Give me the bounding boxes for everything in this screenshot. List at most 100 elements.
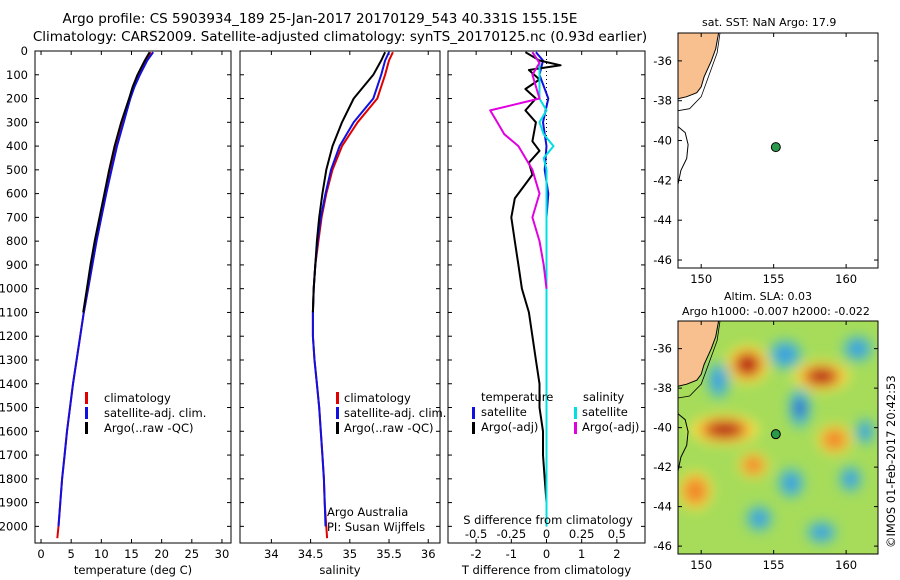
depth-tick-label: 800	[6, 234, 28, 248]
depth-tick-label: 1200	[0, 329, 28, 343]
s-tick-label: 0.25	[569, 527, 595, 541]
legend-s-argo: Argo(-adj)	[582, 420, 639, 434]
land-mainland	[677, 320, 720, 387]
legend-swatch-satellite	[85, 407, 88, 419]
isobath-line	[677, 32, 721, 112]
temperature-axes	[34, 50, 232, 544]
series-line-climatology	[56, 51, 152, 539]
s-tick-label: -0.5	[465, 527, 487, 541]
x-tick-label: 0	[543, 547, 550, 561]
map-y-tick-label: -38	[653, 381, 672, 395]
x-tick-label: 34.5	[298, 547, 324, 561]
x-tick-label: 25	[184, 547, 199, 561]
legend-temp-sat: satellite-adj. clim.	[104, 406, 206, 420]
salinity-legend: climatology satellite-adj. clim. Argo(..…	[336, 391, 446, 435]
legend-swatch-t-argo	[472, 422, 475, 434]
salinity-axes	[239, 50, 441, 544]
depth-tick-label: 1400	[0, 377, 28, 391]
coastline-tasmania	[677, 413, 689, 472]
depth-tick-label: 0	[21, 44, 28, 58]
sla-anomaly-negative	[711, 367, 726, 393]
series-line-s-argo-adj-	[489, 51, 548, 289]
map-x-tick-label: 155	[763, 272, 785, 286]
x-tick-label: 20	[154, 547, 169, 561]
x-axis-label: temperature (deg C)	[74, 563, 192, 577]
title-line-1: Argo profile: CS 5903934_189 25-Jan-2017…	[62, 11, 578, 27]
x-tick-label: -2	[470, 547, 481, 561]
sst-map-title: sat. SST: NaN Argo: 17.9	[702, 16, 837, 29]
depth-tick-label: 500	[6, 163, 28, 177]
map-y-tick-label: -36	[653, 54, 672, 68]
s-tick-label: -0.25	[496, 527, 526, 541]
legend-swatch-satellite	[336, 407, 339, 419]
depth-tick-label: 1600	[0, 424, 28, 438]
sla-anomaly-negative	[811, 524, 832, 540]
x-tick-label: 0	[37, 547, 44, 561]
x-tick-label: 36	[421, 547, 436, 561]
map-y-tick-label: -36	[653, 342, 672, 356]
x-tick-label: 2	[613, 547, 620, 561]
temperature-legend: climatology satellite-adj. clim. Argo(..…	[85, 391, 206, 435]
sla-anomaly-negative-core	[795, 399, 805, 416]
x-tick-label: 1	[578, 547, 585, 561]
depth-tick-label: 2000	[0, 519, 28, 533]
credit-pi: PI: Susan Wijffels	[327, 520, 425, 534]
map-frame	[677, 320, 879, 555]
depth-tick-label: 1100	[0, 305, 28, 319]
float-location-marker	[770, 429, 781, 440]
sla-anomaly-positive	[742, 455, 765, 475]
legend-temp-argo: Argo(..raw -QC)	[104, 421, 194, 435]
series-line-s-satellite	[531, 51, 555, 527]
map-x-tick-label: 160	[835, 558, 857, 572]
sla-anomaly-negative	[750, 509, 768, 528]
legend-swatch-t-satellite	[472, 407, 475, 419]
map-x-tick-label: 150	[690, 558, 712, 572]
sla-anomaly-positive-core	[736, 354, 759, 375]
isobath-line	[677, 320, 721, 399]
temperature-plot: 0 5 10 15 20 25 30 temperature (deg C)	[37, 51, 229, 577]
sla-map: 150 155 160 -36 -38 -40 -42 -44 -46	[653, 320, 879, 572]
depth-tick-label: 200	[6, 92, 28, 106]
series-line-argo-raw-qc-	[82, 51, 151, 313]
map-y-tick-label: -40	[653, 421, 672, 435]
depth-tick-label: 400	[6, 139, 28, 153]
legend-s-sat: satellite	[582, 405, 628, 419]
land-mainland	[677, 32, 720, 100]
depth-tick-label: 1000	[0, 282, 28, 296]
map-y-tick-label: -44	[653, 213, 672, 227]
legend-sal-argo: Argo(..raw -QC)	[344, 421, 434, 435]
sla-anomaly-negative	[782, 473, 800, 493]
map-x-tick-label: 160	[835, 272, 857, 286]
legend-swatch-s-argo	[574, 422, 577, 434]
sla-blobs	[678, 335, 875, 544]
map-x-tick-label: 150	[690, 272, 712, 286]
sla-anomaly-positive-core	[807, 368, 836, 384]
map-y-tick-label: -46	[653, 253, 672, 267]
depth-tick-label: 700	[6, 210, 28, 224]
depth-tick-label: 600	[6, 187, 28, 201]
sla-map-title-1: Altim. SLA: 0.03	[724, 290, 813, 303]
legend-swatch-climatology	[85, 392, 88, 404]
depth-tick-label: 100	[6, 68, 28, 82]
legend-swatch-argo	[336, 422, 339, 434]
legend-swatch-climatology	[336, 392, 339, 404]
legend-t-sat: satellite	[481, 405, 527, 419]
x-axis-label: T difference from climatology	[461, 563, 632, 577]
map-y-tick-label: -44	[653, 500, 672, 514]
depth-tick-label: 1300	[0, 353, 28, 367]
map-x-tick-label: 155	[763, 558, 785, 572]
map-y-tick-label: -38	[653, 94, 672, 108]
depth-tick-label: 1900	[0, 496, 28, 510]
salinity-plot: 34 34.5 35 35.5 36 salinity	[264, 51, 436, 577]
sla-anomaly-negative	[843, 470, 858, 488]
x-tick-label: 30	[215, 547, 230, 561]
sla-anomaly-positive-core	[706, 421, 742, 438]
x-tick-label: 10	[94, 547, 109, 561]
legend-swatch-argo	[85, 422, 88, 434]
x-tick-label: 15	[124, 547, 139, 561]
x-tick-label: 35	[342, 547, 357, 561]
s-tick-label: 0.5	[608, 527, 626, 541]
sla-anomaly-negative	[847, 340, 868, 358]
map-y-tick-label: -42	[653, 460, 672, 474]
